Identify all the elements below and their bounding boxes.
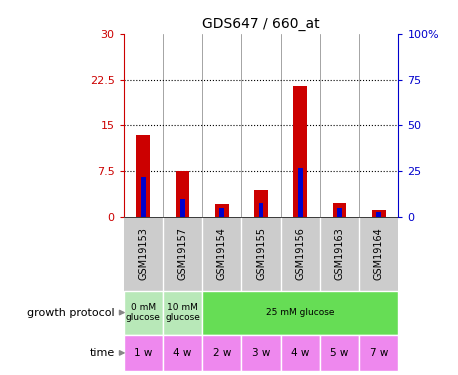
Bar — [359, 334, 398, 371]
Bar — [141, 177, 146, 217]
Bar — [202, 334, 241, 371]
Text: GSM19163: GSM19163 — [335, 228, 344, 280]
Text: 2 w: 2 w — [213, 348, 231, 358]
Bar — [124, 291, 163, 334]
Bar — [219, 208, 224, 217]
Bar — [281, 334, 320, 371]
Bar — [372, 210, 386, 217]
Bar — [215, 204, 229, 217]
Text: growth protocol: growth protocol — [27, 308, 114, 318]
Bar — [320, 334, 359, 371]
Text: 25 mM glucose: 25 mM glucose — [266, 308, 334, 317]
Bar — [294, 86, 307, 217]
Bar — [136, 135, 150, 217]
Text: 1 w: 1 w — [134, 348, 153, 358]
Bar — [176, 171, 190, 217]
Bar — [298, 168, 303, 217]
Text: time: time — [89, 348, 114, 358]
Bar — [254, 190, 268, 217]
Bar — [333, 203, 346, 217]
Bar — [337, 208, 342, 217]
Bar — [124, 334, 163, 371]
Text: 7 w: 7 w — [370, 348, 388, 358]
Bar — [376, 211, 381, 217]
Bar — [163, 334, 202, 371]
Text: GSM19157: GSM19157 — [178, 227, 187, 280]
Text: 0 mM
glucose: 0 mM glucose — [126, 303, 161, 322]
Text: 4 w: 4 w — [174, 348, 192, 358]
Text: GSM19156: GSM19156 — [295, 227, 305, 280]
Text: 3 w: 3 w — [252, 348, 270, 358]
Text: GSM19164: GSM19164 — [374, 228, 384, 280]
Text: 5 w: 5 w — [330, 348, 349, 358]
Bar — [241, 334, 281, 371]
Bar — [180, 199, 185, 217]
Bar — [163, 291, 202, 334]
Text: 4 w: 4 w — [291, 348, 310, 358]
Text: GSM19155: GSM19155 — [256, 227, 266, 280]
Title: GDS647 / 660_at: GDS647 / 660_at — [202, 17, 320, 32]
Text: 10 mM
glucose: 10 mM glucose — [165, 303, 200, 322]
Bar — [202, 291, 398, 334]
Text: GSM19153: GSM19153 — [138, 227, 148, 280]
Bar — [259, 202, 263, 217]
Text: GSM19154: GSM19154 — [217, 227, 227, 280]
